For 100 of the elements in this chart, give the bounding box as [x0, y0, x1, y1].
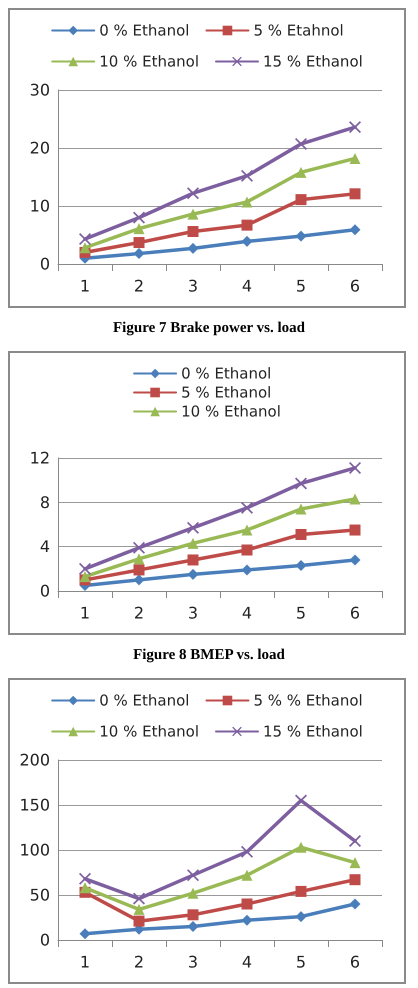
y-tick-label: 0: [40, 582, 50, 600]
point: [350, 224, 360, 236]
y-tick-label: 10: [30, 196, 50, 216]
point: [242, 544, 252, 556]
point: [188, 208, 198, 220]
point: [242, 914, 252, 926]
x-tick-label: 1: [80, 604, 90, 622]
point: [242, 236, 252, 247]
point: [350, 494, 360, 505]
x-tick-label: 5: [296, 604, 306, 622]
x-tick-label: 5: [296, 276, 306, 296]
y-tick-label: 4: [40, 537, 50, 556]
point: [134, 237, 144, 248]
point: [134, 553, 144, 564]
point: [296, 842, 306, 853]
x-tick-label: 4: [242, 276, 252, 296]
x-tick-label: 2: [134, 276, 144, 296]
point: [241, 170, 253, 182]
point: [350, 874, 360, 886]
x-tick-label: 2: [134, 952, 144, 972]
y-tick-label: 12: [30, 448, 50, 468]
legend-label: 0 % Ethanol: [99, 692, 190, 710]
y-tick-label: 100: [19, 840, 50, 860]
legend-label: 10 % Ethanol: [99, 722, 200, 740]
point: [242, 564, 252, 576]
x-tick-label: 1: [80, 952, 90, 972]
point: [350, 524, 360, 536]
point: [296, 560, 306, 572]
point: [188, 554, 198, 566]
point: [296, 194, 306, 206]
legend-label: 0 % Ethanol: [181, 364, 272, 382]
point: [295, 138, 307, 150]
point: [296, 230, 306, 242]
point: [295, 794, 307, 806]
text: Figure 7 Brake power vs. load: [112, 320, 306, 337]
point: [134, 916, 144, 927]
point: [350, 188, 360, 200]
point: [188, 538, 198, 549]
y-tick-label: 0: [40, 254, 50, 274]
point: [188, 921, 198, 932]
x-tick-label: 2: [134, 604, 144, 622]
point: [296, 503, 306, 514]
text: Figure 8 BMEP vs. load: [132, 647, 286, 664]
x-tick-label: 6: [350, 952, 360, 972]
point: [80, 571, 90, 582]
point: [134, 248, 144, 260]
point: [188, 568, 198, 580]
legend-label: 10 % Ethanol: [181, 402, 281, 420]
point: [187, 522, 199, 534]
x-tick-label: 3: [188, 604, 198, 622]
legend-label: 5 % % Ethanol: [253, 692, 363, 710]
point: [241, 502, 253, 514]
legend-label: 0 % Ethanol: [99, 22, 190, 40]
point: [296, 886, 306, 897]
point: [134, 904, 144, 915]
point: [242, 898, 252, 910]
y-tick-label: 200: [19, 750, 50, 770]
y-tick-label: 50: [30, 886, 50, 904]
point: [350, 152, 360, 164]
x-tick-label: 3: [188, 952, 198, 972]
point: [79, 233, 91, 246]
point: [242, 220, 252, 231]
point: [80, 242, 90, 254]
point: [349, 121, 361, 134]
y-tick-label: 30: [30, 80, 50, 100]
point: [80, 882, 90, 894]
x-tick-label: 6: [350, 604, 360, 622]
point: [296, 911, 306, 922]
x-tick-label: 6: [350, 276, 360, 296]
point: [188, 888, 198, 899]
legend-label: 15 % Ethanol: [263, 722, 363, 740]
y-tick-label: 0: [40, 930, 50, 950]
legend-label: 15 % Ethanol: [263, 52, 363, 70]
legend-label: 10 % Ethanol: [99, 52, 200, 70]
point: [188, 242, 198, 254]
point: [242, 524, 252, 536]
point: [134, 564, 144, 576]
point: [349, 835, 361, 847]
point: [80, 928, 90, 940]
legend-label: 5 % Ethanol: [181, 384, 272, 402]
point: [188, 226, 198, 238]
x-tick-label: 5: [296, 952, 306, 972]
point: [134, 574, 144, 586]
point: [133, 212, 145, 224]
legend-label: 5 % Etahnol: [253, 22, 344, 40]
point: [295, 477, 307, 490]
point: [349, 462, 361, 474]
point: [350, 898, 360, 910]
point: [296, 528, 306, 540]
y-tick-label: 150: [19, 796, 50, 814]
point: [296, 166, 306, 178]
y-tick-label: 20: [30, 138, 50, 158]
x-tick-label: 3: [188, 276, 198, 296]
point: [133, 892, 145, 905]
point: [350, 857, 360, 868]
point: [79, 562, 91, 575]
x-tick-label: 4: [242, 604, 252, 622]
point: [242, 196, 252, 208]
point: [134, 223, 144, 234]
point: [350, 554, 360, 566]
